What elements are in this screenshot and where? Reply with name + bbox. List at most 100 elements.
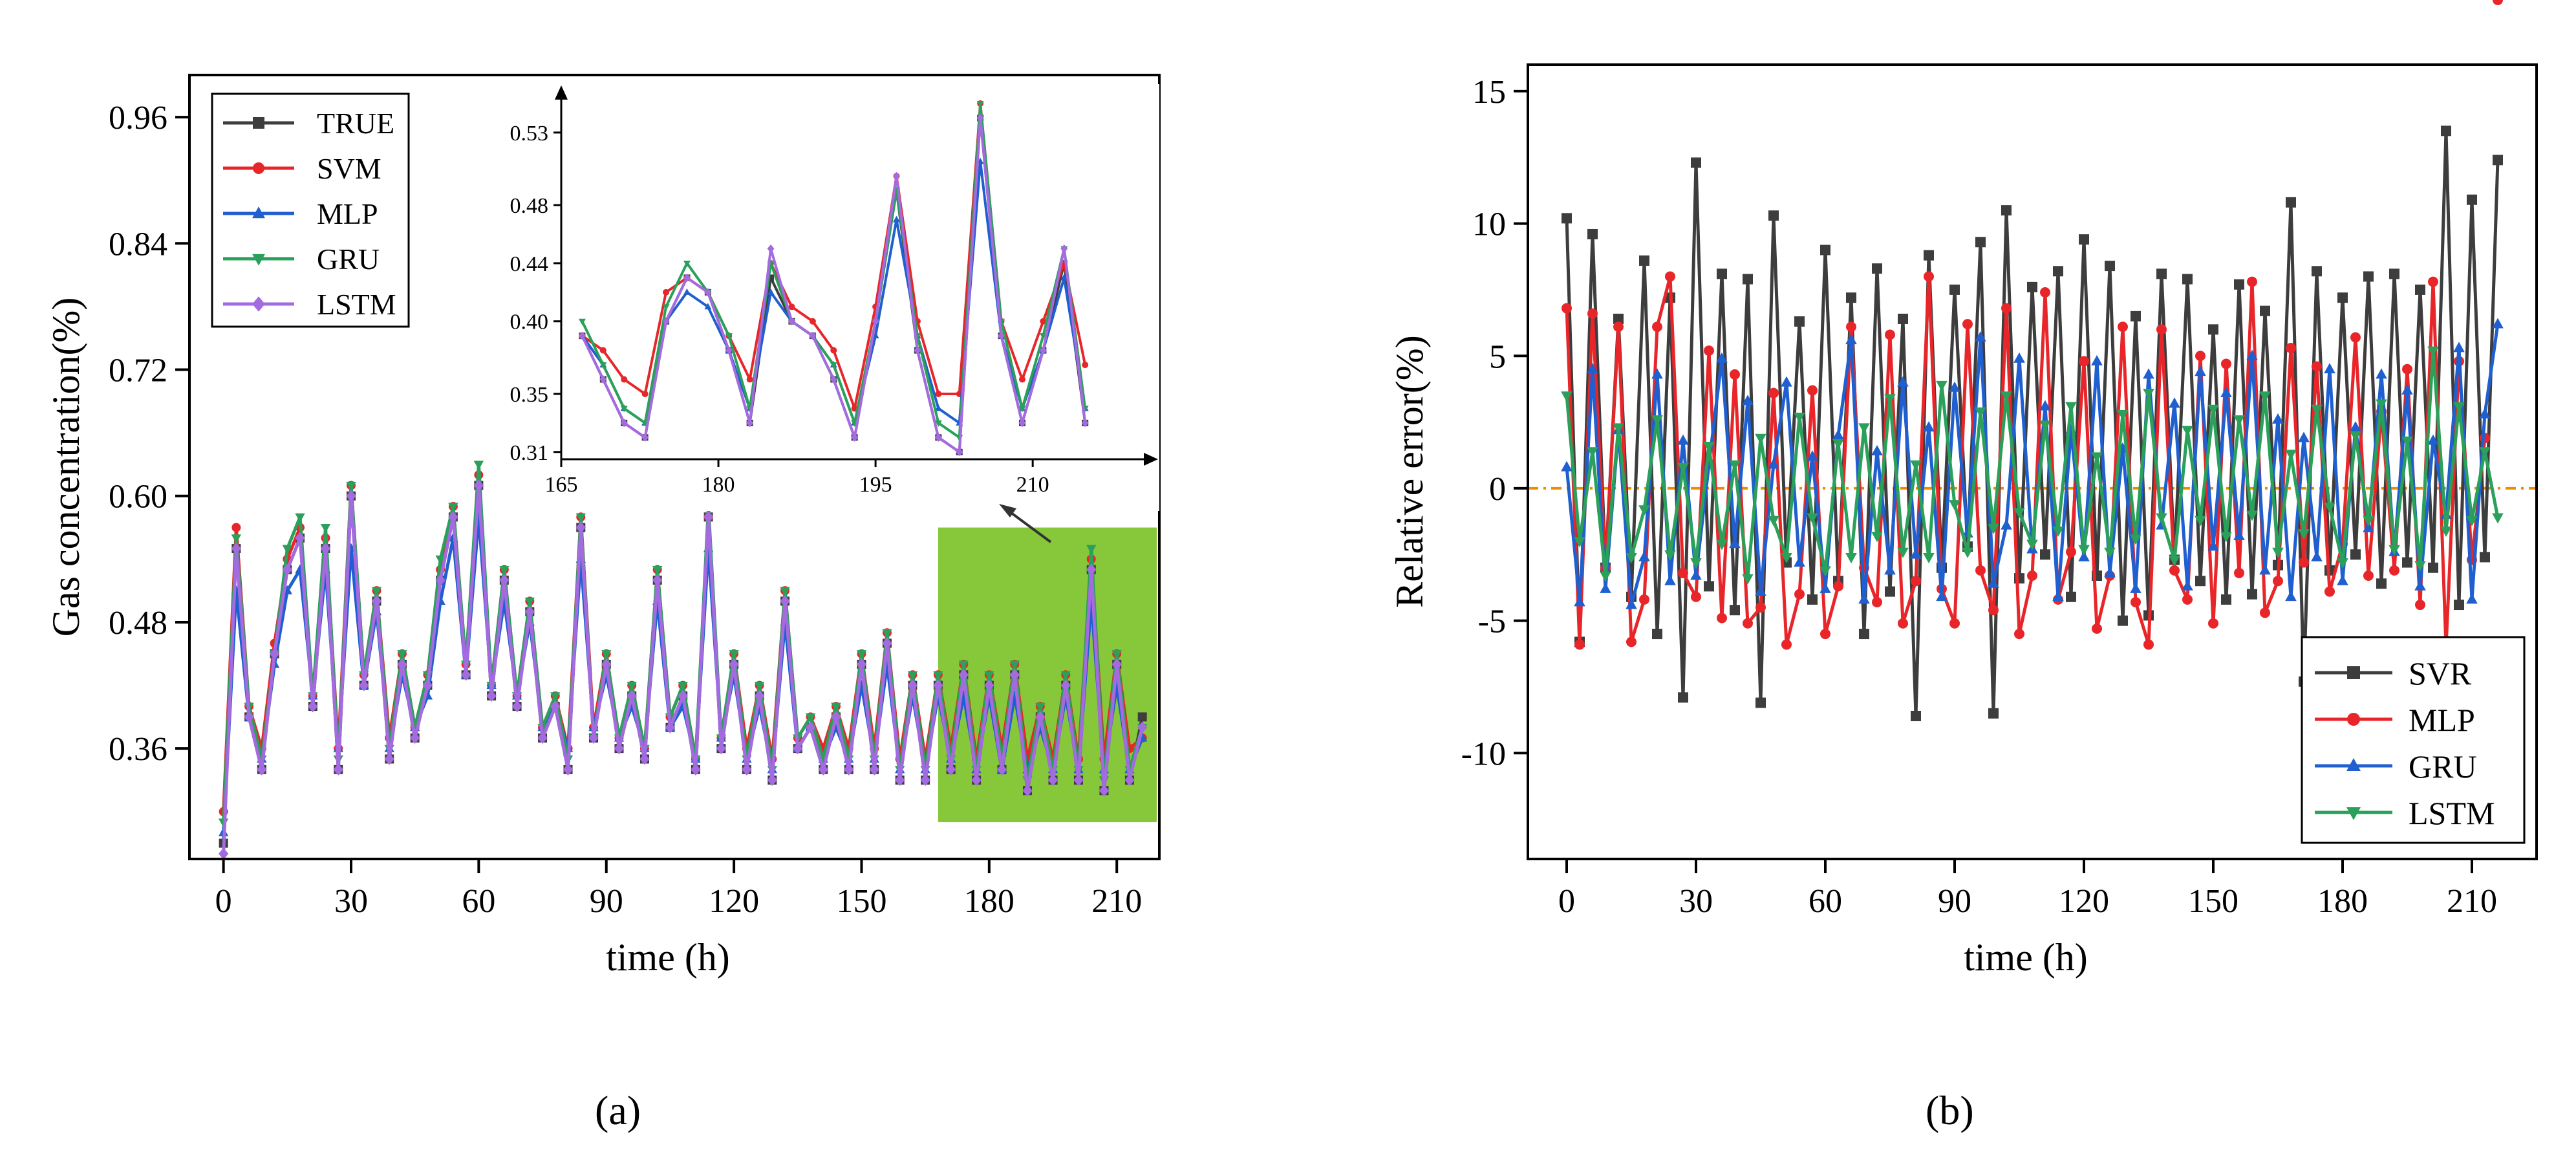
- a-point-gru: [958, 660, 969, 670]
- b-point-svr: [2337, 292, 2348, 303]
- b-point-mlp: [1975, 565, 1986, 576]
- a-legend-label-true: TRUE: [317, 107, 394, 140]
- a-point-gru: [397, 650, 407, 660]
- a-inset-y-tick-label: 0.44: [510, 252, 549, 276]
- b-point-mlp: [2299, 557, 2309, 568]
- a-inset-point-mlp: [1060, 274, 1068, 281]
- b-point-svr: [1975, 237, 1986, 248]
- b-point-svr: [2234, 279, 2244, 290]
- a-point-lstm: [1073, 774, 1084, 787]
- b-point-mlp: [1872, 596, 1882, 607]
- b-point-svr: [2363, 271, 2374, 282]
- a-point-gru: [448, 503, 458, 512]
- b-x-tick-label: 0: [1558, 883, 1575, 920]
- b-point-svr: [1949, 284, 1960, 295]
- a-point-gru: [550, 692, 561, 702]
- b-point-gru: [1910, 548, 1922, 559]
- b-point-svr: [2131, 310, 2141, 321]
- b-point-mlp: [1768, 387, 1779, 398]
- a-x-tick-label: 60: [462, 883, 495, 920]
- a-inset-y-tick-label: 0.48: [510, 194, 549, 218]
- b-point-lstm: [1768, 516, 1779, 527]
- a-point-lstm: [231, 542, 242, 555]
- b-point-lstm: [1794, 413, 1805, 424]
- b-point-mlp: [1949, 618, 1960, 629]
- a-point-lstm: [818, 763, 828, 776]
- b-point-lstm: [1742, 574, 1754, 585]
- b-point-lstm: [1897, 547, 1909, 558]
- b-point-gru: [1626, 598, 1637, 609]
- b-point-mlp: [1988, 605, 1999, 616]
- b-point-svr: [1613, 313, 1624, 324]
- b-point-gru: [2052, 591, 2064, 602]
- a-point-gru: [1111, 650, 1122, 660]
- a-point-lstm: [588, 732, 599, 745]
- b-point-lstm: [2492, 513, 2504, 524]
- b-point-gru: [2091, 354, 2103, 365]
- a-point-svm: [231, 523, 241, 532]
- b-y-axis-label: Relative error(%): [1388, 335, 1431, 607]
- b-point-gru: [1936, 591, 1948, 602]
- a-inset-point-lstm: [976, 113, 984, 122]
- b-point-svr: [2079, 234, 2089, 245]
- b-point-lstm: [1781, 552, 1792, 563]
- b-point-lstm: [2104, 547, 2116, 558]
- b-point-mlp: [2389, 565, 2399, 576]
- b-point-gru: [2078, 550, 2090, 561]
- b-point-svr: [1678, 692, 1688, 703]
- b-point-svr: [1885, 586, 1895, 597]
- b-point-gru: [1716, 352, 1728, 363]
- b-point-mlp: [2234, 567, 2244, 578]
- a-y-tick-label: 0.60: [109, 479, 167, 516]
- b-point-gru: [2492, 318, 2504, 329]
- b-point-gru: [2143, 368, 2154, 379]
- b-point-svr: [2441, 125, 2451, 136]
- a-point-lstm: [742, 763, 752, 776]
- b-point-svr: [2105, 261, 2115, 272]
- a-inset-point-gru: [725, 333, 733, 340]
- b-point-gru: [1638, 550, 1650, 561]
- b-point-lstm: [2143, 389, 2154, 400]
- chart-a-inset: 165 180 195 210 0.31 0.35 0.40 0.44 0.48 0.53: [510, 84, 1159, 543]
- b-point-svr: [2247, 589, 2257, 600]
- a-legend-label-gru: GRU: [317, 243, 380, 276]
- b-point-lstm: [2052, 527, 2064, 538]
- a-point-gru: [678, 681, 688, 691]
- a-point-lstm: [333, 763, 343, 776]
- b-point-lstm: [1716, 539, 1728, 550]
- a-inset-point-svm: [641, 390, 649, 397]
- b-point-lstm: [1651, 415, 1663, 426]
- b-legend-marker-svr: [2347, 666, 2360, 679]
- a-inset-point-svm: [1040, 318, 1047, 325]
- b-point-gru: [2350, 421, 2361, 432]
- a-point-lstm: [422, 679, 433, 691]
- chart-b: 0 30 60 90 120 150 180 210 -10 -5 0 5 10 15 time (h) Re…: [1388, 0, 2538, 979]
- a-inset-point-lstm: [914, 346, 921, 355]
- a-point-lstm: [448, 511, 458, 523]
- b-point-gru: [2259, 564, 2271, 575]
- a-point-gru: [601, 650, 612, 660]
- a-point-gru: [933, 671, 943, 680]
- b-point-lstm: [2233, 415, 2245, 426]
- a-point-gru: [1060, 671, 1071, 680]
- a-inset-point-lstm: [998, 331, 1005, 340]
- a-point-lstm: [614, 743, 625, 755]
- b-point-lstm: [1988, 523, 1999, 534]
- b-point-svr: [2376, 578, 2387, 589]
- b-point-lstm: [2169, 556, 2180, 567]
- a-inset-point-gru: [934, 420, 942, 427]
- a-legend: TRUE SVM MLP GRU LSTM: [211, 92, 410, 328]
- a-zoom-pointer-arrow: [999, 504, 1016, 517]
- b-point-gru: [1755, 585, 1766, 596]
- b-point-gru: [1975, 331, 1986, 342]
- b-point-mlp: [2260, 607, 2270, 618]
- b-point-lstm: [1949, 500, 1960, 511]
- a-point-lstm: [359, 679, 369, 691]
- a-point-lstm: [397, 658, 407, 671]
- b-point-mlp: [2182, 594, 2193, 605]
- b-point-mlp: [2286, 342, 2296, 353]
- a-point-gru: [882, 629, 892, 638]
- b-point-gru: [1794, 556, 1805, 567]
- a-point-gru: [729, 650, 739, 660]
- b-point-gru: [2039, 400, 2051, 411]
